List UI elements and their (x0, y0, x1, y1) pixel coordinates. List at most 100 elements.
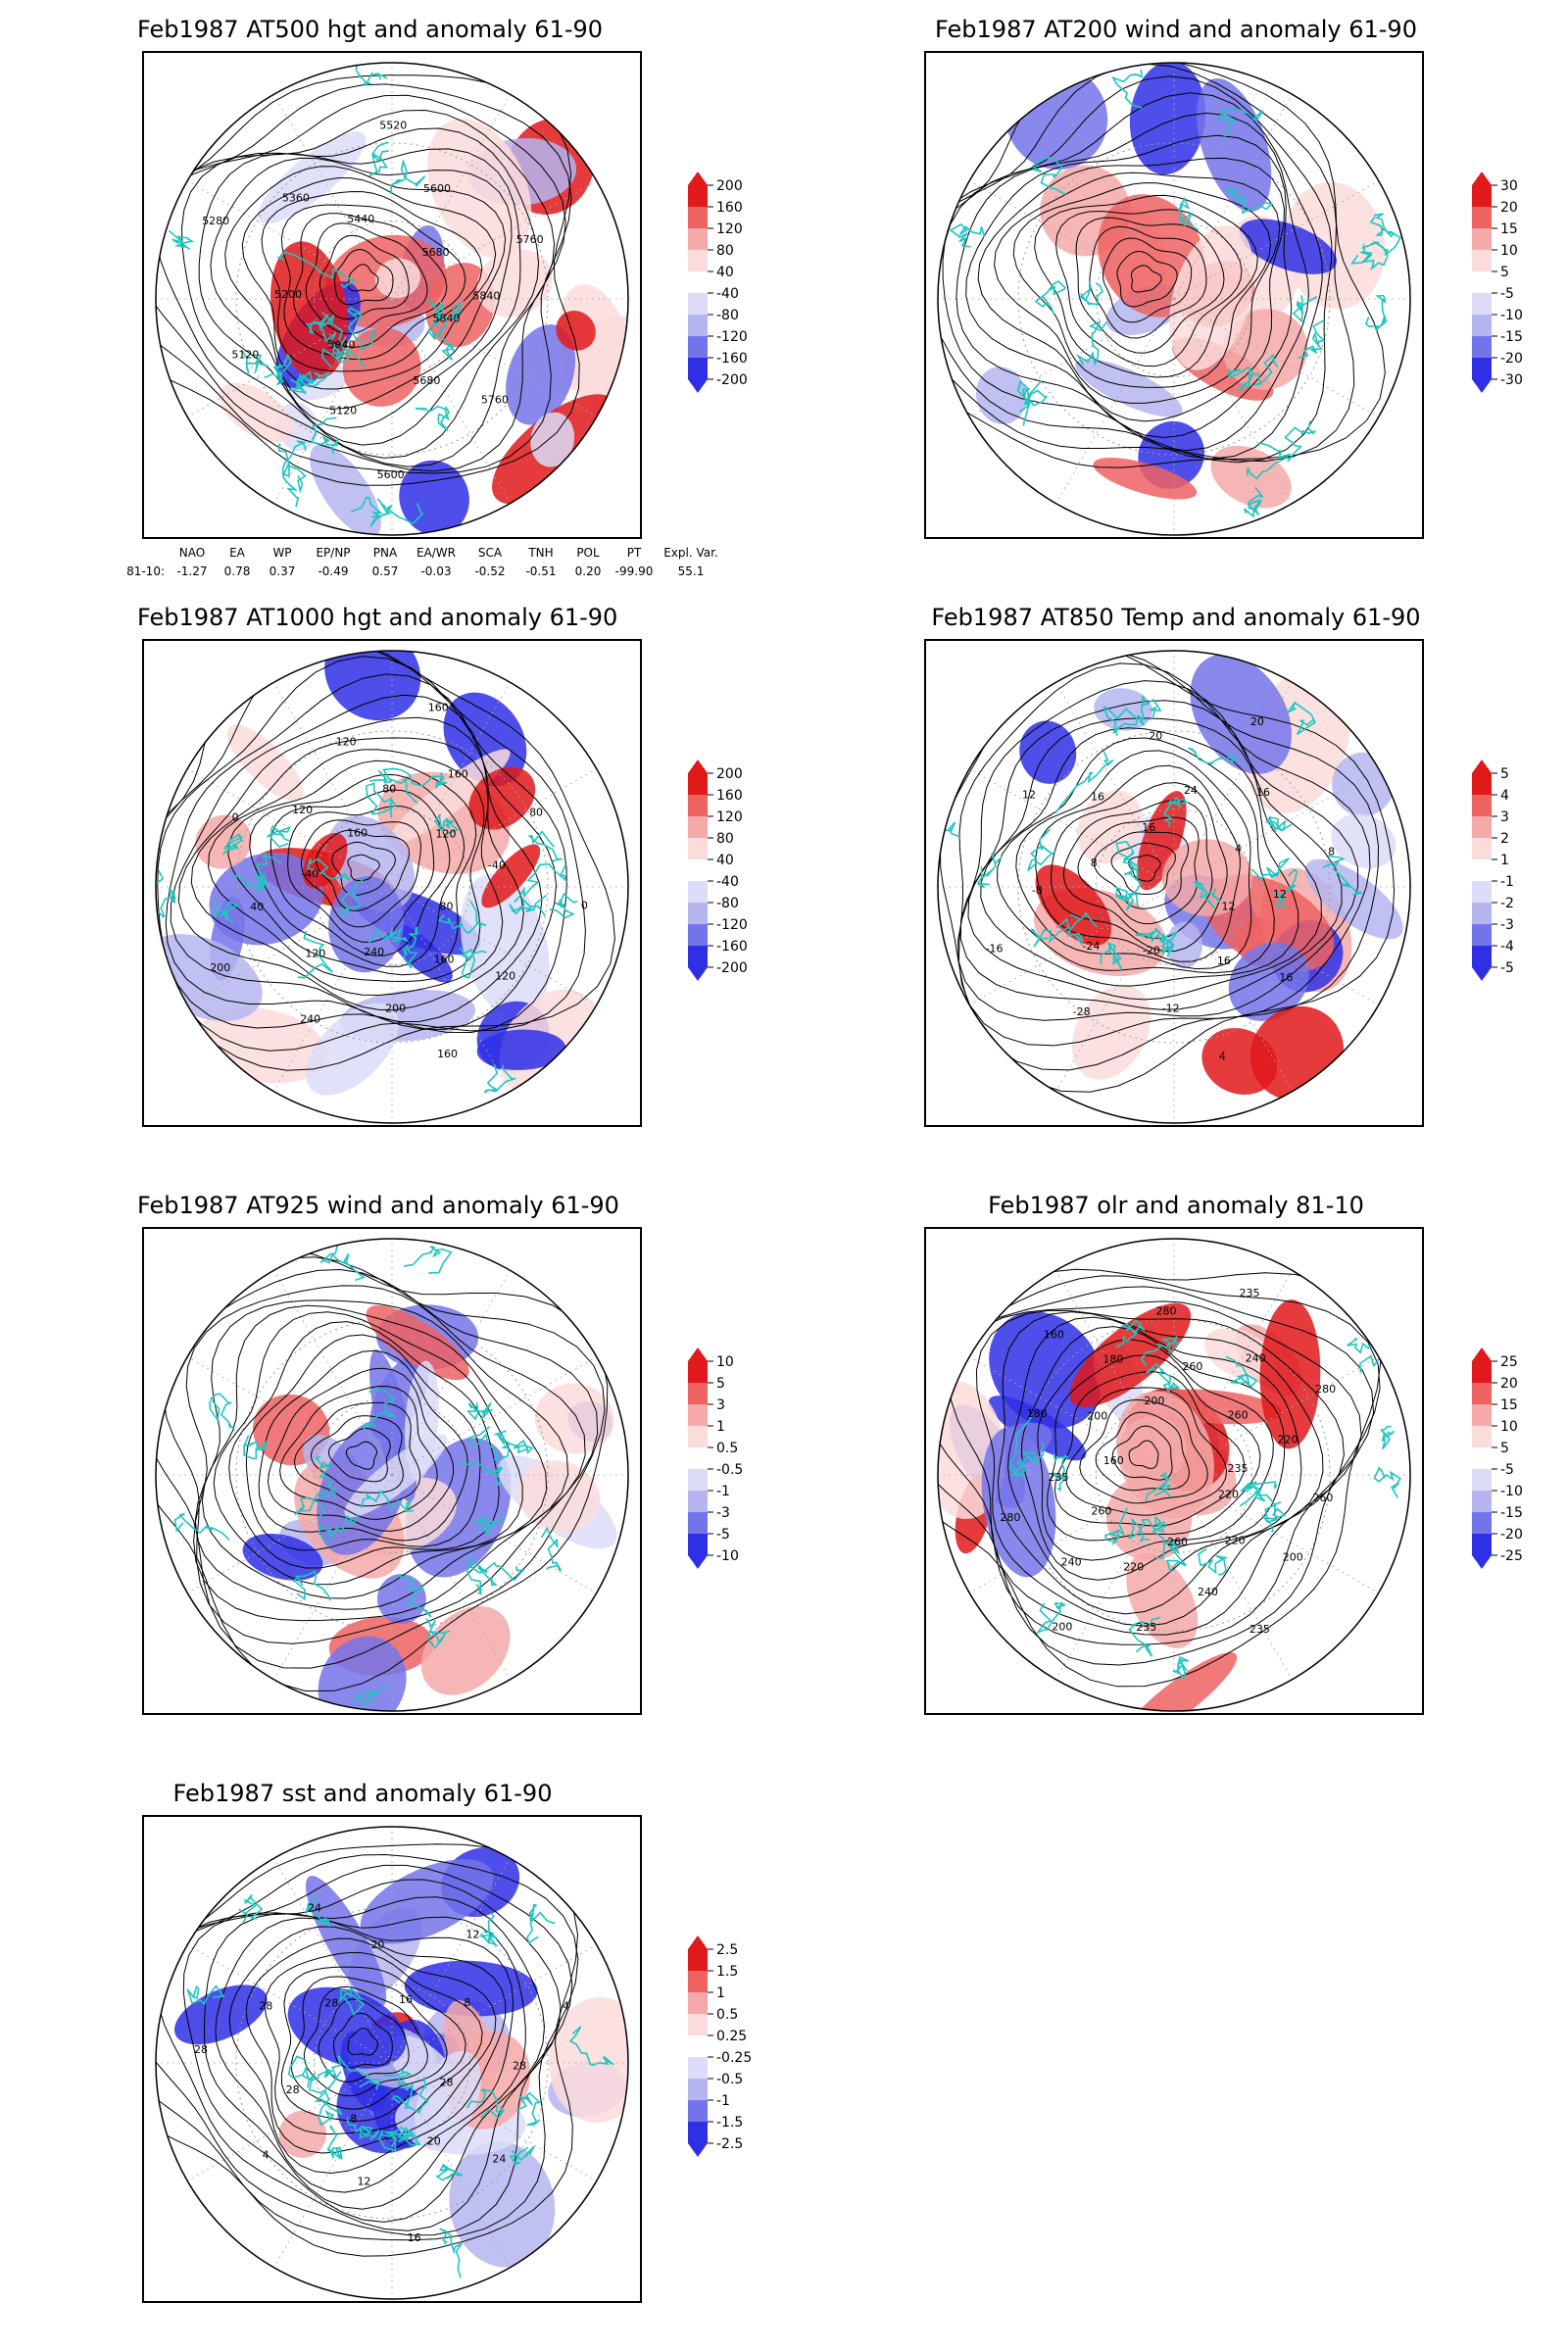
coastline (439, 2228, 464, 2278)
colorbar-label: -200 (716, 372, 748, 388)
colorbar-segment (688, 358, 708, 379)
contour-line (327, 1427, 391, 1483)
colorbar-label: -160 (716, 939, 748, 955)
contour-line (258, 1349, 468, 1542)
contour-line (279, 1385, 438, 1520)
coastline (264, 352, 292, 386)
coastline (314, 2089, 343, 2127)
anomaly-shading (1190, 654, 1292, 774)
colorbar-label: -0.5 (716, 1462, 743, 1478)
contour-line (939, 651, 1380, 1071)
colorbar-arrow-bottom (688, 379, 708, 393)
colorbar-segment (688, 2035, 708, 2057)
index-value-row: 81-10: -1.27 0.78 0.37 -0.49 0.57 -0.03 … (116, 562, 723, 580)
contour-label: 12 (1273, 888, 1287, 901)
contour-label: 40 (250, 901, 264, 913)
colorbar-segment (1472, 816, 1492, 838)
map-boundary (937, 650, 1411, 1124)
index-value: 0.20 (574, 564, 602, 578)
colorbar-segment (688, 2100, 708, 2122)
colorbar-segment (688, 1426, 708, 1447)
anomaly-shading (303, 832, 348, 889)
coastline (1128, 1617, 1161, 1657)
coastline (267, 824, 291, 849)
contour-label: 28 (324, 1997, 338, 2010)
colorbar-label: 5 (1500, 766, 1509, 782)
meridian (969, 1356, 1175, 1476)
panel-title: Feb1987 AT925 wind and anomaly 61-90 (137, 1192, 619, 1219)
coastline (297, 930, 333, 979)
contour-line (180, 127, 540, 459)
contour-line (157, 656, 567, 1034)
colorbar-arrow-top (1472, 760, 1492, 773)
meridian (273, 682, 393, 888)
index-header: TNH (528, 545, 554, 560)
contour-label: 235 (1239, 1287, 1259, 1299)
map-svg: 80 120 160 160 200 240 240 120 200 40 -40 0 120 160 12… (155, 650, 629, 1124)
contour-line (1012, 182, 1272, 388)
contour-label: 280 (1000, 1511, 1020, 1524)
colorbar-arrow-bottom (688, 2143, 708, 2157)
colorbar-arrow-top (1472, 1348, 1492, 1361)
coastline (156, 869, 177, 918)
coastline (1176, 196, 1200, 231)
contour-label: 260 (1312, 1492, 1333, 1504)
meridian (1055, 94, 1175, 300)
coastline (433, 303, 455, 362)
row-label: 81-10: (126, 564, 165, 578)
coastline (1102, 706, 1146, 737)
coastline (289, 370, 315, 395)
contour-line (1050, 782, 1228, 953)
contour-line (303, 1986, 428, 2097)
contour-label: 240 (1246, 1352, 1266, 1365)
contour-label: 5840 (432, 312, 460, 324)
coastline (186, 1984, 225, 2006)
latitude-circle (235, 142, 549, 456)
index-value: 0.37 (269, 564, 296, 578)
coastline (238, 1893, 264, 1924)
contour-line (1131, 265, 1162, 293)
anomaly-shading (556, 310, 596, 351)
anomaly-shading (310, 444, 382, 535)
contour-line (1047, 1354, 1261, 1542)
contour-label: -40 (488, 859, 506, 872)
colorbar-label: 2 (1500, 831, 1509, 847)
colorbar-label: 2.5 (716, 1942, 738, 1958)
panel-title: Feb1987 sst and anomaly 61-90 (172, 1780, 553, 1807)
contour-label: 220 (1225, 1535, 1246, 1547)
contour-line (956, 112, 1309, 452)
contour-line (245, 1937, 497, 2154)
index-value: -1.27 (176, 564, 208, 578)
panel-title: Feb1987 AT200 wind and anomaly 61-90 (935, 16, 1417, 43)
coastline (1251, 858, 1290, 882)
colorbar-label: 25 (1500, 1354, 1518, 1370)
coastline (509, 894, 547, 916)
contour-label: 5520 (379, 119, 407, 131)
anomaly-shading (278, 2110, 327, 2158)
coastline (1124, 859, 1143, 908)
contour-label: 8 (464, 1996, 470, 2009)
colorbar: 200 160 120 80 40 -40 -80 -120 -160 -200 (686, 760, 784, 1034)
colorbar-segment (1472, 1469, 1492, 1491)
contour-label: 280 (1315, 1383, 1336, 1396)
contour-line (942, 92, 1323, 460)
coastline (1166, 1540, 1188, 1573)
contour-label: 20 (427, 2135, 441, 2148)
coastline (1104, 1507, 1128, 1545)
meridian (391, 1944, 597, 2064)
contour-label: 28 (194, 2043, 208, 2056)
meridian (969, 298, 1175, 417)
coastline (232, 852, 282, 893)
coastline (360, 1490, 414, 1513)
colorbar-segment (1472, 228, 1492, 250)
contour-label: 20 (1149, 729, 1162, 742)
anomaly-shading (404, 1960, 538, 2017)
contour-label: 28 (439, 2076, 453, 2088)
colorbar-segment (688, 859, 708, 881)
index-value: -99.90 (614, 564, 654, 578)
coastline (415, 405, 451, 432)
contour-label: 160 (1103, 1454, 1124, 1467)
colorbar-segment (1472, 773, 1492, 795)
contour-line (156, 1853, 579, 2241)
coastline (466, 1426, 512, 1460)
